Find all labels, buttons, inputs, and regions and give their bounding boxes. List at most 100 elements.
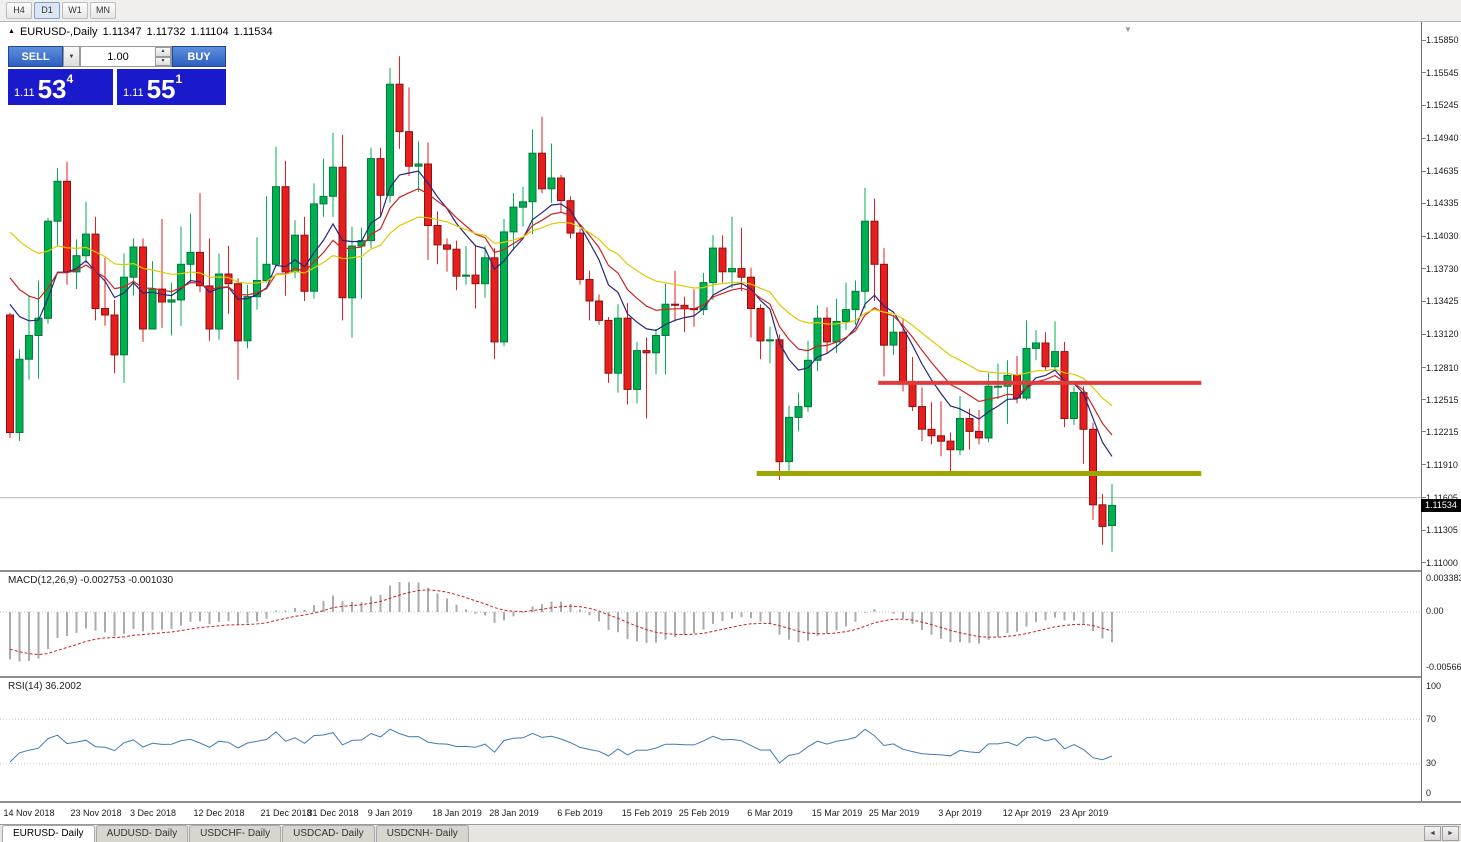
rsi-line <box>9 728 1113 764</box>
chart-tab-audusd-daily[interactable]: AUDUSD- Daily <box>95 825 189 842</box>
axis-tick <box>1422 334 1426 335</box>
scroll-left-icon: ◄ <box>1429 830 1436 837</box>
rsi-axis-label: 70 <box>1426 714 1437 724</box>
tab-scroll-left-button[interactable]: ◄ <box>1424 826 1441 841</box>
price-axis-label: 1.14635 <box>1426 166 1459 176</box>
ohlc-close: 1.11534 <box>233 26 273 38</box>
date-axis-label: 25 Mar 2019 <box>868 808 920 818</box>
date-axis-label: 18 Jan 2019 <box>432 808 482 818</box>
chart-tabs: EURUSD- Daily AUDUSD- Daily USDCHF- Daily U… <box>2 825 470 842</box>
price-axis-label: 1.15245 <box>1426 100 1459 110</box>
candlestick-series <box>6 56 1116 552</box>
price-axis-label: 1.11305 <box>1426 525 1458 535</box>
date-axis-label: 12 Apr 2019 <box>1002 808 1052 818</box>
ask-prefix: 1.11 <box>123 87 144 99</box>
price-axis-label: 1.13120 <box>1426 329 1459 339</box>
axis-tick <box>1422 562 1426 563</box>
price-axis-label: 1.15850 <box>1426 35 1459 45</box>
macd-signal-line <box>9 589 1113 656</box>
chart-title-ohlc: ▲ EURUSD-,Daily 1.11347 1.11732 1.11104 … <box>8 26 273 38</box>
buy-button[interactable]: BUY <box>172 46 226 67</box>
symbol-marker-icon: ▲ <box>8 27 15 35</box>
date-axis-label: 25 Feb 2019 <box>678 808 730 818</box>
pane-separator <box>0 801 1461 803</box>
axis-tick <box>1422 431 1426 432</box>
volume-input[interactable] <box>81 47 155 66</box>
bid-pip-digit: 4 <box>66 72 74 86</box>
chart-tab-usdcad-daily[interactable]: USDCAD- Daily <box>282 825 375 842</box>
price-axis-label: 1.11605 <box>1426 493 1458 503</box>
chart-tab-bar: EURUSD- Daily AUDUSD- Daily USDCHF- Daily U… <box>0 824 1461 842</box>
price-axis-label: 1.14030 <box>1426 231 1459 241</box>
chart-window: ▲ EURUSD-,Daily 1.11347 1.11732 1.11104 … <box>0 22 1461 824</box>
bid-big-digits: 53 <box>37 74 67 104</box>
axis-tick <box>1422 105 1426 106</box>
timeframe-button-h4[interactable]: H4 <box>6 2 32 19</box>
date-axis-label: 9 Jan 2019 <box>367 808 413 818</box>
pane-separator[interactable] <box>0 676 1461 678</box>
date-axis-label: 15 Mar 2019 <box>811 808 863 818</box>
macd-axis-label: 0.00 <box>1426 606 1444 616</box>
volume-increase-button[interactable]: ▲ <box>155 47 171 57</box>
rsi-indicator-pane[interactable] <box>0 678 1422 801</box>
timeframe-button-d1[interactable]: D1 <box>34 2 60 19</box>
buy-price-display[interactable]: 1.11 55 1 <box>117 69 226 105</box>
axis-tick <box>1422 203 1426 204</box>
date-axis-label: 23 Apr 2019 <box>1059 808 1109 818</box>
price-axis-label: 1.11910 <box>1426 460 1458 470</box>
ohlc-open: 1.11347 <box>102 26 142 38</box>
price-axis-label: 1.12810 <box>1426 363 1459 373</box>
chart-shift-marker-icon[interactable]: ▼ <box>1124 25 1132 34</box>
date-axis-label: 15 Feb 2019 <box>621 808 673 818</box>
axis-tick <box>1422 138 1426 139</box>
price-axis-label: 1.14335 <box>1426 198 1459 208</box>
timeframe-toolbar: H4 D1 W1 MN <box>0 0 1461 22</box>
price-axis-label: 1.11000 <box>1426 558 1458 568</box>
date-axis-label: 23 Nov 2018 <box>70 808 122 818</box>
timeframe-button-w1[interactable]: W1 <box>62 2 88 19</box>
volume-field-wrap: ▲ ▼ <box>80 46 172 67</box>
date-axis-label: 6 Feb 2019 <box>557 808 603 818</box>
axis-tick <box>1422 464 1426 465</box>
axis-tick <box>1422 72 1426 73</box>
axis-tick <box>1422 497 1426 498</box>
ask-pip-digit: 1 <box>175 72 183 86</box>
price-axis-label: 1.13425 <box>1426 296 1459 306</box>
price-chart-pane[interactable] <box>0 22 1422 570</box>
axis-tick <box>1422 236 1426 237</box>
price-axis: 1.15850 1.15545 1.15245 1.14940 1.14635 1.143… <box>1421 22 1461 801</box>
rsi-axis-label: 0 <box>1426 788 1432 798</box>
price-axis-label: 1.12215 <box>1426 427 1459 437</box>
sell-price-display[interactable]: 1.11 53 4 <box>8 69 113 105</box>
tab-scroll-right-button[interactable]: ► <box>1442 826 1459 841</box>
date-axis-label: 6 Mar 2019 <box>747 808 793 818</box>
ask-big-digits: 55 <box>146 74 176 104</box>
axis-tick <box>1422 40 1426 41</box>
price-axis-label: 1.12515 <box>1426 395 1459 405</box>
axis-tick <box>1422 171 1426 172</box>
timeframe-button-mn[interactable]: MN <box>90 2 116 19</box>
ma-line-fast <box>9 170 1113 457</box>
macd-label: MACD(12,26,9) -0.002753 -0.001030 <box>8 575 174 586</box>
chart-tab-usdchf-daily[interactable]: USDCHF- Daily <box>189 825 282 842</box>
macd-histogram <box>9 582 1113 662</box>
volume-decrease-button[interactable]: ▼ <box>155 56 171 66</box>
one-click-trading-panel: SELL ▼ ▲ ▼ BUY 1.11 53 4 <box>8 46 226 105</box>
rsi-label: RSI(14) 36.2002 <box>8 681 82 692</box>
axis-tick <box>1422 367 1426 368</box>
volume-dropdown-button[interactable]: ▼ <box>63 46 80 67</box>
price-axis-label: 1.14940 <box>1426 133 1459 143</box>
axis-tick <box>1422 301 1426 302</box>
macd-indicator-pane[interactable] <box>0 572 1422 676</box>
ohlc-low: 1.11104 <box>190 26 229 38</box>
scroll-right-icon: ► <box>1447 830 1454 837</box>
pane-separator[interactable] <box>0 570 1461 572</box>
sell-button[interactable]: SELL <box>8 46 63 67</box>
current-price-tag: 1.11534 <box>1421 499 1461 512</box>
chart-tab-eurusd-daily[interactable]: EURUSD- Daily <box>2 825 95 842</box>
chart-tab-usdcnh-daily[interactable]: USDCNH- Daily <box>375 825 469 842</box>
axis-tick <box>1422 530 1426 531</box>
axis-tick <box>1422 399 1426 400</box>
tab-scrollbar: ◄ ► <box>1424 825 1461 842</box>
